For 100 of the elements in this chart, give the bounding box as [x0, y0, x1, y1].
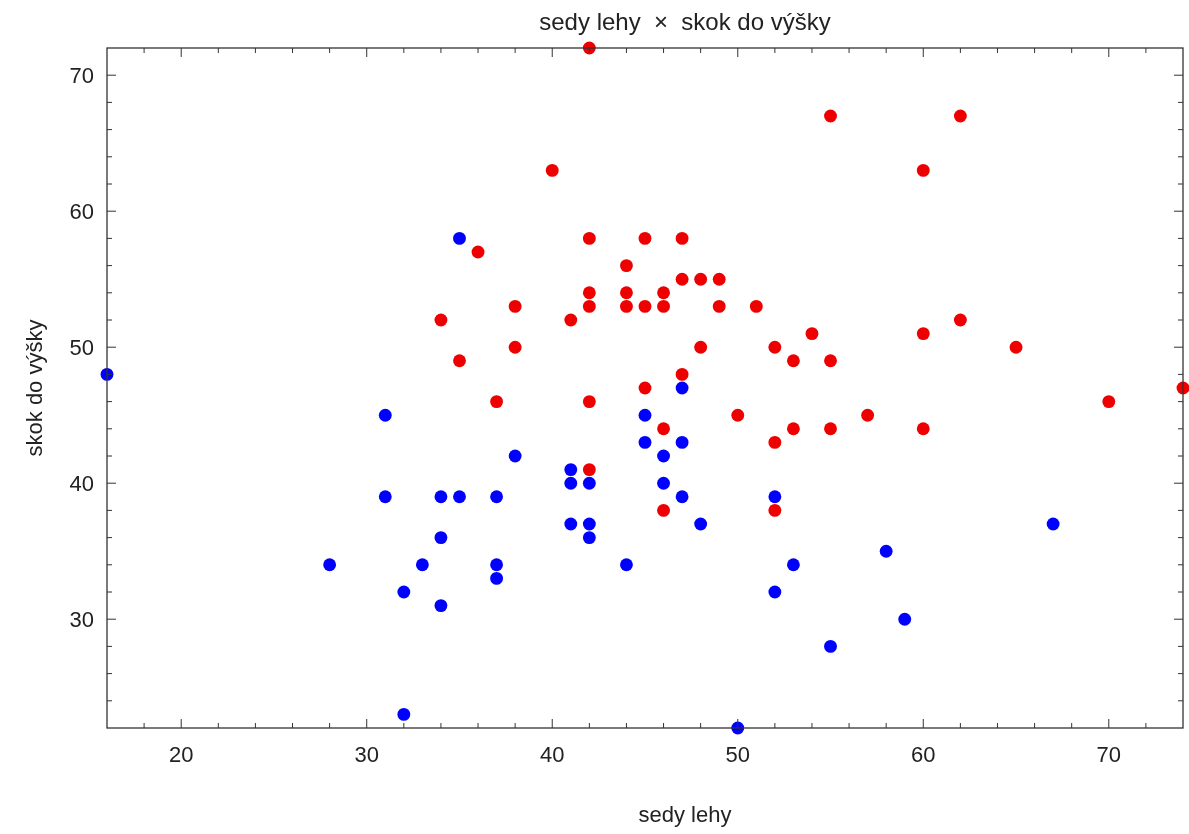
point — [657, 422, 670, 436]
point — [490, 490, 504, 504]
chart-title: sedy lehy × skok do výšky — [539, 8, 831, 35]
point — [434, 490, 448, 504]
point — [916, 327, 930, 341]
point — [453, 490, 466, 504]
point — [768, 340, 782, 354]
point — [768, 503, 782, 517]
point — [675, 490, 689, 504]
point — [490, 395, 504, 409]
point — [916, 163, 930, 177]
point — [564, 517, 578, 531]
point — [657, 286, 670, 300]
point — [675, 367, 689, 381]
point — [638, 435, 652, 449]
point — [768, 585, 782, 599]
point — [657, 503, 670, 517]
point — [861, 408, 875, 422]
point — [638, 231, 652, 245]
point — [731, 408, 745, 422]
point — [786, 558, 800, 572]
point — [415, 558, 429, 572]
point — [620, 558, 633, 572]
point — [582, 231, 596, 245]
y-tick-label: 50 — [69, 335, 94, 361]
point — [953, 109, 967, 123]
point — [749, 299, 763, 313]
point — [694, 340, 708, 354]
point — [805, 327, 819, 341]
x-tick-label: 30 — [354, 742, 379, 767]
point — [1046, 517, 1060, 531]
x-tick-label: 60 — [911, 742, 936, 767]
point — [694, 517, 708, 531]
point — [768, 490, 782, 504]
x-tick-label: 70 — [1096, 742, 1122, 767]
point — [675, 435, 689, 449]
point — [824, 422, 837, 436]
point — [582, 463, 596, 477]
point — [434, 313, 448, 327]
point — [323, 558, 337, 572]
point — [471, 245, 485, 259]
y-tick-label: 60 — [69, 199, 94, 225]
point — [694, 272, 708, 286]
point — [620, 259, 633, 273]
point — [657, 476, 670, 490]
point — [582, 517, 596, 531]
point — [824, 639, 837, 653]
point — [620, 299, 633, 313]
point — [712, 272, 726, 286]
point — [564, 463, 578, 477]
point — [916, 422, 930, 436]
point — [490, 571, 504, 585]
point — [620, 286, 633, 300]
point — [397, 585, 411, 599]
point — [675, 381, 689, 395]
point — [508, 449, 522, 463]
y-tick-label: 40 — [69, 471, 94, 497]
point — [378, 490, 392, 504]
point — [378, 408, 392, 422]
y-tick-label: 70 — [69, 63, 94, 89]
point — [657, 449, 670, 463]
point — [564, 476, 578, 490]
point — [712, 299, 726, 313]
x-axis-title: sedy lehy — [638, 802, 732, 827]
point — [638, 381, 652, 395]
point — [582, 531, 596, 545]
point — [953, 313, 967, 327]
point — [657, 299, 670, 313]
point — [434, 599, 448, 613]
point — [434, 531, 448, 545]
x-tick-label: 50 — [725, 742, 750, 767]
x-tick-label: 20 — [168, 742, 194, 767]
point — [638, 299, 652, 313]
point — [824, 354, 837, 368]
point — [582, 395, 596, 409]
point — [582, 286, 596, 300]
point — [508, 340, 522, 354]
point — [453, 354, 466, 368]
point — [490, 558, 504, 572]
point — [397, 707, 411, 721]
point — [1009, 340, 1023, 354]
point — [545, 163, 559, 177]
point — [898, 612, 912, 626]
point — [564, 313, 578, 327]
y-axis-title: skok do výšky — [22, 319, 47, 457]
point — [824, 109, 837, 123]
point — [768, 435, 782, 449]
point — [508, 299, 522, 313]
point — [638, 408, 652, 422]
point — [879, 544, 893, 558]
x-tick-label: 40 — [540, 742, 565, 767]
point — [786, 354, 800, 368]
point — [582, 476, 596, 490]
point — [582, 299, 596, 313]
point — [675, 272, 689, 286]
point — [1102, 395, 1116, 409]
point — [453, 231, 466, 245]
point — [675, 231, 689, 245]
point — [786, 422, 800, 436]
y-tick-label: 30 — [69, 607, 94, 633]
